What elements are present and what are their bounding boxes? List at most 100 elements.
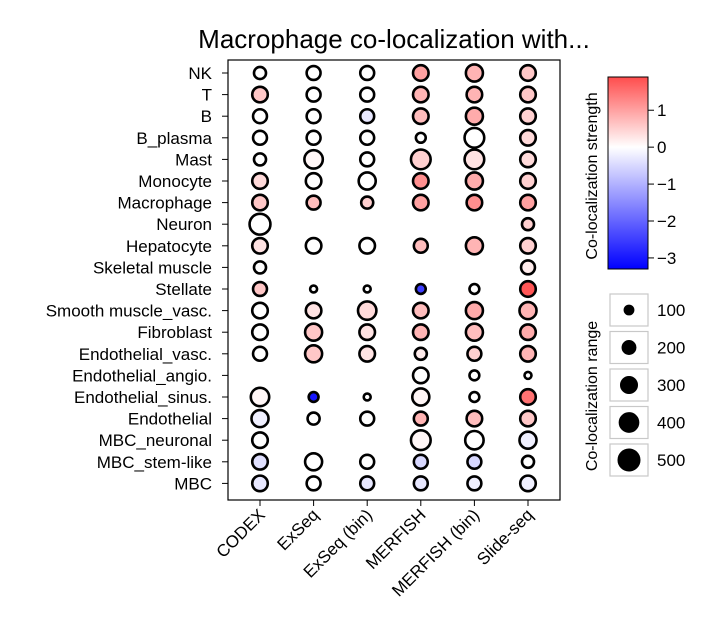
dot bbox=[303, 451, 324, 472]
colorbar: 1 0 −1 −2 −3 Co-localization strength bbox=[584, 76, 676, 270]
dot bbox=[518, 236, 538, 255]
row-label: MBC bbox=[174, 474, 212, 493]
dot bbox=[249, 386, 271, 408]
dot bbox=[250, 193, 270, 212]
dot bbox=[250, 323, 270, 342]
size-legend-value: 200 bbox=[657, 339, 685, 358]
colorbar-tick-label: −1 bbox=[657, 175, 676, 194]
dot bbox=[362, 392, 372, 402]
dot bbox=[358, 86, 376, 103]
dot bbox=[411, 366, 430, 385]
dot bbox=[518, 430, 538, 451]
dot bbox=[465, 85, 484, 104]
dot bbox=[305, 86, 322, 103]
dot bbox=[518, 344, 538, 363]
dot bbox=[358, 236, 377, 255]
dot bbox=[412, 410, 430, 427]
row-label: T bbox=[202, 86, 212, 105]
dot bbox=[468, 390, 481, 404]
row-label: NK bbox=[188, 64, 212, 83]
size-legend-value: 400 bbox=[657, 414, 685, 433]
dot bbox=[248, 212, 272, 236]
dot bbox=[463, 429, 485, 451]
dot bbox=[305, 194, 322, 211]
dot bbox=[468, 282, 481, 296]
dot bbox=[518, 300, 538, 321]
dot bbox=[412, 237, 430, 255]
dot bbox=[358, 323, 377, 342]
column-label: Slide-seq bbox=[473, 505, 537, 569]
colorbar-tick-label: 0 bbox=[657, 138, 666, 157]
dot bbox=[303, 148, 325, 170]
dot bbox=[250, 408, 270, 429]
dot bbox=[464, 235, 485, 256]
dot bbox=[518, 279, 538, 299]
row-label: Endothelial_angio. bbox=[72, 366, 212, 385]
dot bbox=[250, 452, 270, 471]
row-label: Hepatocyte bbox=[126, 237, 212, 256]
dot bbox=[518, 323, 538, 342]
dot bbox=[358, 475, 376, 492]
dot bbox=[412, 453, 430, 471]
dot bbox=[252, 152, 268, 167]
dot bbox=[518, 193, 538, 212]
row-label: Stellate bbox=[155, 280, 212, 299]
colorbar-label: Co-localization strength bbox=[584, 92, 601, 259]
row-label: MBC_stem-like bbox=[97, 453, 212, 472]
size-legend: 100 200 300 400 500 Co-localization range bbox=[584, 293, 685, 477]
dot bbox=[518, 409, 538, 428]
size-legend-label: Co-localization range bbox=[584, 321, 601, 471]
dot bbox=[519, 259, 537, 276]
dot bbox=[411, 301, 430, 320]
dot bbox=[305, 129, 322, 147]
dot bbox=[463, 148, 486, 171]
dot bbox=[362, 284, 372, 294]
colorbar-tick-label: −2 bbox=[657, 212, 676, 231]
dot bbox=[520, 454, 536, 470]
dot bbox=[251, 107, 269, 125]
dot bbox=[306, 411, 321, 426]
dot bbox=[409, 148, 432, 171]
dot bbox=[411, 193, 430, 212]
chart-title: Macrophage co-localization with... bbox=[198, 24, 590, 54]
dot bbox=[358, 107, 376, 125]
dot bbox=[358, 453, 376, 471]
row-label: Endothelial_sinus. bbox=[74, 388, 212, 407]
dot bbox=[414, 282, 428, 296]
dot bbox=[518, 474, 538, 493]
dot bbox=[251, 129, 269, 147]
row-labels: NK TB B_plasma Mast Monocyte Macrophage Neuron… bbox=[46, 64, 228, 493]
row-label: Mast bbox=[175, 150, 212, 169]
dot bbox=[518, 107, 538, 126]
dot bbox=[304, 301, 323, 320]
row-label: Endothelial bbox=[128, 410, 212, 429]
dot bbox=[250, 236, 270, 255]
dot bbox=[252, 260, 268, 275]
dot bbox=[466, 453, 483, 471]
dot bbox=[518, 63, 538, 83]
dot bbox=[303, 322, 324, 343]
dot bbox=[357, 171, 378, 191]
dot bbox=[250, 474, 270, 493]
dot bbox=[412, 475, 430, 492]
row-label: B bbox=[201, 107, 212, 126]
dot bbox=[358, 64, 376, 82]
colorbar-tick-label: 1 bbox=[657, 101, 666, 120]
dot bbox=[414, 131, 428, 145]
dot bbox=[250, 171, 270, 191]
dot bbox=[464, 63, 485, 83]
column-label: CODEX bbox=[213, 505, 269, 561]
dot bbox=[305, 475, 322, 492]
dot bbox=[518, 150, 538, 169]
dot bbox=[251, 280, 269, 298]
dot bbox=[250, 301, 270, 320]
dot bbox=[464, 171, 485, 191]
dot bbox=[464, 300, 485, 321]
dot bbox=[303, 343, 324, 364]
dot bbox=[413, 346, 429, 362]
size-legend-dot bbox=[619, 375, 639, 395]
dot bbox=[464, 106, 485, 127]
dot bbox=[520, 216, 536, 232]
colorbar-bar bbox=[607, 76, 649, 270]
